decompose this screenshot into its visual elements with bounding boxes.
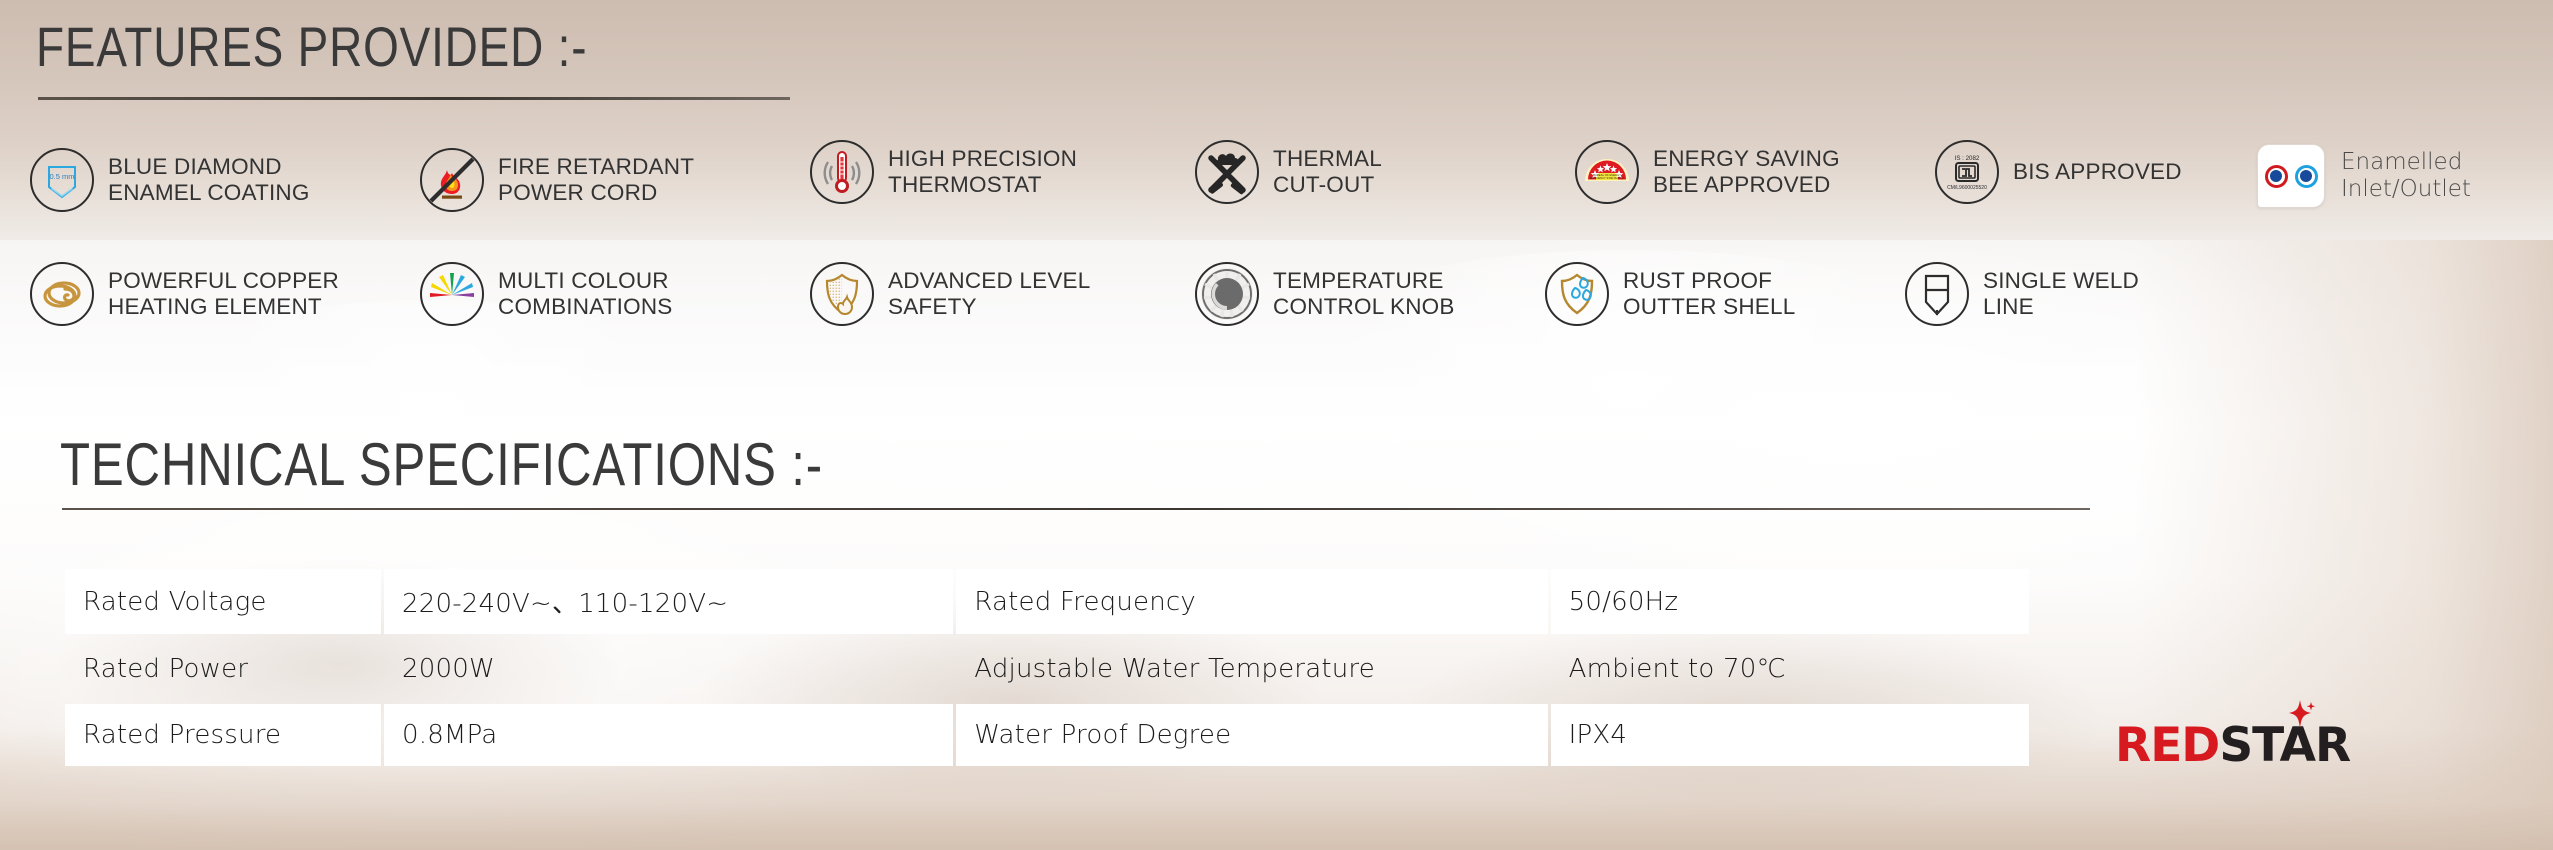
shield-water-drops-icon [1545,262,1609,326]
sparkle-icon [2283,698,2317,732]
table-row: Rated Pressure 0.8MPa Water Proof Degree… [65,704,2029,766]
spec-key: Rated Pressure [65,704,381,766]
spec-key: Rated Power [83,654,249,684]
fire-retardant-no-flame-icon [420,148,484,212]
logo-text-dark: STAR [2219,718,2351,773]
blue-diamond-enamel-icon: 0.5 mm [30,148,94,212]
feature-rust-proof-outter-shell: RUST PROOF OUTTER SHELL [1545,262,1795,326]
feature-label: BLUE DIAMOND ENAMEL COATING [108,154,310,205]
spec-key: Water Proof Degree [956,704,1548,766]
spec-value: 2000W [401,654,495,684]
copper-coil-icon [30,262,94,326]
feature-bis-approved: IS : 2082 CM/L9600025520 BIS APPROVED [1935,140,2182,204]
multi-colour-fan-icon [420,262,484,326]
spec-key: Rated Voltage [65,569,381,634]
feature-temperature-control-knob: TEMPERATURE CONTROL KNOB [1195,262,1455,326]
spec-value: IPX4 [1550,704,2029,766]
redstar-logo: RED STAR [2115,700,2351,773]
thermometer-signal-icon [810,140,874,204]
outlet-port-ring [2294,164,2318,188]
feature-advanced-level-safety: ADVANCED LEVEL SAFETY [810,262,1090,326]
bis-isi-mark-icon: IS : 2082 CM/L9600025520 [1935,140,1999,204]
table-row: Rated Power 2000W Adjustable Water Tempe… [65,638,2029,700]
spec-value: Ambient to 70℃ [1568,654,1786,684]
feature-energy-saving-bee-approved: BUREAU OF ENERGY EFFICIENCY STAR RATING … [1575,140,1840,204]
feature-label: THERMAL CUT-OUT [1273,146,1382,197]
specs-heading-underline [62,508,2090,510]
spec-value: 50/60Hz [1550,569,2029,634]
spec-key: Adjustable Water Temperature [974,654,1375,684]
feature-label: ADVANCED LEVEL SAFETY [888,268,1091,319]
svg-text:EFFICIENCY STAR RATING: EFFICIENCY STAR RATING [1590,176,1624,180]
svg-text:BUREAU OF ENERGY: BUREAU OF ENERGY [1593,173,1621,177]
feature-powerful-copper-heating-element: POWERFUL COPPER HEATING ELEMENT [30,262,339,326]
bis-standard-number: IS : 2082 [1955,155,1980,162]
feature-label: RUST PROOF OUTTER SHELL [1623,268,1796,319]
feature-multi-colour-combinations: MULTI COLOUR COMBINATIONS [420,262,673,326]
feature-label: ENERGY SAVING BEE APPROVED [1653,146,1840,197]
feature-label: HIGH PRECISION THERMOSTAT [888,146,1078,197]
features-heading-underline [38,97,790,100]
feature-label: POWERFUL COPPER HEATING ELEMENT [108,268,339,319]
logo-text-red: RED [2115,718,2220,773]
spec-value: 220-240V~、110-120V~ [383,569,954,634]
crossed-tools-cutout-icon [1195,140,1259,204]
spec-key: Rated Frequency [956,569,1548,634]
top-gradient-band [0,0,2553,248]
svg-text:0.5 mm: 0.5 mm [49,172,74,181]
water-tank-weld-icon [1905,262,1969,326]
bee-star-rating-icon: BUREAU OF ENERGY EFFICIENCY STAR RATING [1575,140,1639,204]
feature-label: SINGLE WELD LINE [1983,268,2139,319]
table-row: Rated Voltage 220-240V~、110-120V~ Rated … [65,569,2029,634]
feature-high-precision-thermostat: HIGH PRECISION THERMOSTAT [810,140,1077,204]
feature-label: TEMPERATURE CONTROL KNOB [1273,268,1455,319]
feature-label: MULTI COLOUR COMBINATIONS [498,268,673,319]
feature-blue-diamond-enamel-coating: 0.5 mm BLUE DIAMOND ENAMEL COATING [30,148,310,212]
specs-heading: TECHNICAL SPECIFICATIONS :- [60,431,823,498]
features-heading: FEATURES PROVIDED :- [36,15,588,78]
shield-flame-icon [810,262,874,326]
feature-fire-retardant-power-cord: FIRE RETARDANT POWER CORD [420,148,694,212]
enamelled-inlet-outlet-icon [2257,144,2325,208]
spec-value: 0.8MPa [383,704,954,766]
inlet-port-ring [2264,164,2288,188]
feature-single-weld-line: SINGLE WELD LINE [1905,262,2139,326]
feature-label: FIRE RETARDANT POWER CORD [498,154,695,205]
control-knob-dial-icon [1195,262,1259,326]
technical-specifications-table: Rated Voltage 220-240V~、110-120V~ Rated … [62,565,2032,770]
feature-label: BIS APPROVED [2013,159,2182,184]
feature-enamelled-inlet-outlet: Enamelled Inlet/Outlet [2257,144,2471,208]
bis-licence-number: CM/L9600025520 [1947,185,1987,191]
feature-thermal-cut-out: THERMAL CUT-OUT [1195,140,1382,204]
feature-label: Enamelled Inlet/Outlet [2341,149,2471,202]
